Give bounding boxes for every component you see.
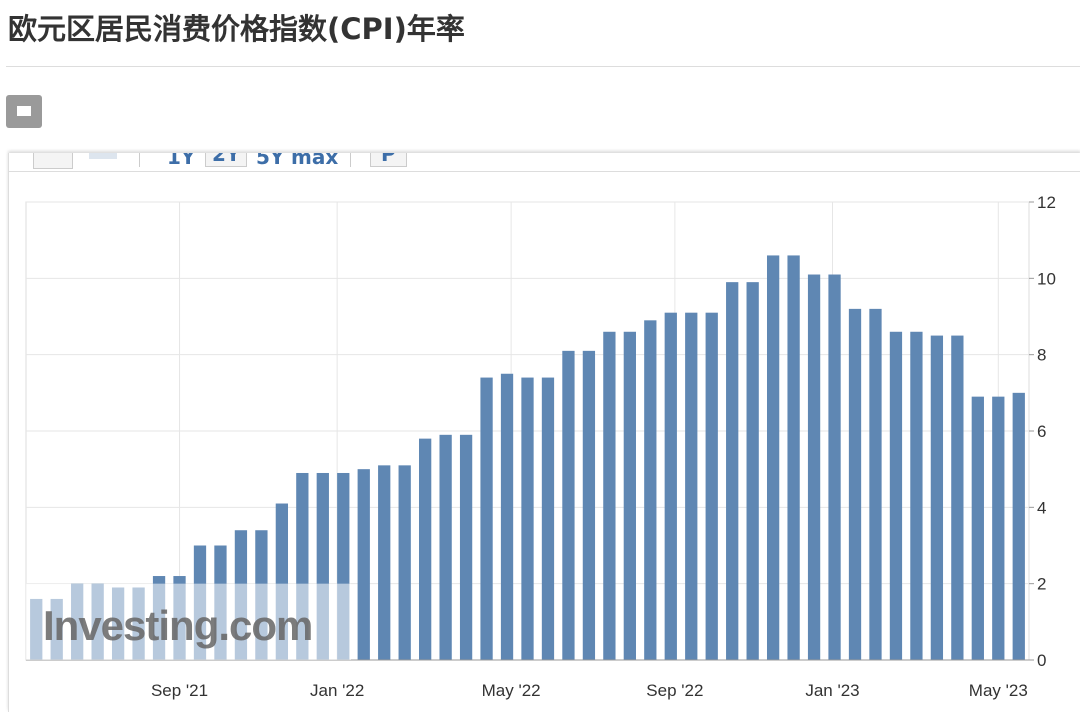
page-title: 欧元区居民消费价格指数(CPI)年率 xyxy=(8,12,465,46)
bar xyxy=(480,377,493,660)
divider xyxy=(6,66,1080,67)
bar xyxy=(930,335,944,660)
y-tick-label: 10 xyxy=(1037,269,1056,288)
bar xyxy=(500,373,514,660)
chart: 0 2 4 6 8 10 12 Sep '21 Jan '22 May '22 Sep '22 Jan… xyxy=(25,193,1056,700)
bar-icon[interactable] xyxy=(33,153,73,169)
y-tick-label: 4 xyxy=(1037,498,1046,517)
chart-box: 1Y 2Y 5Y max P 0 2 4 6 8 10 12 Sep '21 Jan '22 Ma… xyxy=(8,153,1080,712)
bar xyxy=(357,469,370,660)
bar xyxy=(541,377,555,660)
y-tick-label: 0 xyxy=(1037,651,1046,670)
bar xyxy=(439,434,452,660)
range-button[interactable]: 5Y xyxy=(256,153,285,169)
y-tick-label: 12 xyxy=(1037,193,1056,212)
bar xyxy=(562,350,575,660)
x-tick-label: May '22 xyxy=(482,681,541,700)
bar xyxy=(828,274,841,660)
print-button[interactable]: P xyxy=(370,153,407,167)
watermark: Investing.com xyxy=(43,602,312,649)
bar xyxy=(685,312,698,660)
bar xyxy=(521,377,534,660)
bar xyxy=(1012,392,1025,660)
x-tick-label: May '23 xyxy=(969,681,1028,700)
bar xyxy=(746,282,759,660)
bar xyxy=(869,308,882,660)
bar xyxy=(644,320,657,660)
bar xyxy=(992,396,1005,660)
range-button[interactable]: 2Y xyxy=(205,153,248,167)
bar xyxy=(971,396,984,660)
bar xyxy=(582,350,596,660)
bar xyxy=(787,255,800,660)
x-tick-label: Jan '22 xyxy=(310,681,364,700)
separator xyxy=(139,153,140,167)
bar xyxy=(398,465,411,660)
bar xyxy=(807,274,821,660)
toolbar: 1Y 2Y 5Y max P xyxy=(9,153,1080,172)
area-icon[interactable] xyxy=(89,153,117,159)
x-tick-label: Sep '22 xyxy=(646,681,703,700)
bar xyxy=(910,331,923,660)
bar xyxy=(726,282,739,660)
separator xyxy=(350,153,351,167)
x-tick-label: Sep '21 xyxy=(151,681,208,700)
y-tick-label: 6 xyxy=(1037,422,1046,441)
y-tick-label: 8 xyxy=(1037,346,1046,365)
bar xyxy=(848,308,862,660)
range-button[interactable]: 1Y xyxy=(167,153,196,169)
bar xyxy=(459,434,473,660)
email-button[interactable] xyxy=(6,95,42,128)
email-icon xyxy=(17,106,31,116)
y-tick-label: 2 xyxy=(1037,575,1046,594)
bar xyxy=(603,331,616,660)
x-tick-label: Jan '23 xyxy=(805,681,859,700)
bar xyxy=(889,331,903,660)
range-button[interactable]: max xyxy=(291,153,339,169)
bar xyxy=(705,312,718,660)
bar xyxy=(951,335,964,660)
bar xyxy=(378,465,391,660)
bar xyxy=(766,255,780,660)
bar xyxy=(419,438,432,660)
bar xyxy=(623,331,636,660)
bar xyxy=(664,312,677,660)
watermark-bg xyxy=(26,583,351,660)
